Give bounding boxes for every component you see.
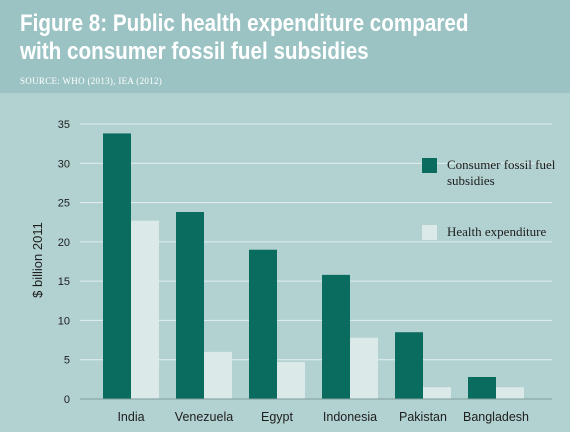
figure-source: SOURCE: WHO (2013), IEA (2012)	[20, 76, 163, 86]
health-expenditure-bar	[350, 337, 378, 399]
x-tick-label: Indonesia	[323, 410, 377, 424]
fossil-subsidy-bar	[249, 249, 277, 399]
fossil-subsidy-bar	[468, 377, 496, 399]
y-tick-label: 0	[64, 394, 70, 406]
legend-label-fossil: Consumer fossil fuel subsidies	[447, 157, 556, 188]
y-axis-label: $ billion 2011	[30, 222, 45, 298]
axes: 0 5 10 15 20 25 30 35 India Venezuela Egypt Indones…	[58, 119, 552, 424]
legend-label-health: Health expenditure	[447, 224, 547, 239]
x-tick-label: Egypt	[261, 410, 293, 424]
health-expenditure-bar	[496, 387, 524, 399]
fossil-subsidy-bar	[395, 332, 423, 399]
x-tick-label: India	[117, 410, 144, 424]
x-tick-label: Bangladesh	[463, 410, 529, 424]
x-tick-label: Venezuela	[175, 410, 233, 424]
legend-swatch-fossil	[422, 158, 437, 173]
health-expenditure-bar	[131, 220, 159, 399]
figure-title: Figure 8: Public health expenditure comp…	[20, 10, 469, 65]
fossil-subsidy-bar	[103, 133, 131, 399]
bars	[103, 133, 524, 399]
y-tick-label: 15	[58, 276, 70, 288]
y-tick-label: 10	[58, 315, 70, 327]
y-tick-label: 25	[58, 198, 70, 210]
x-tick-label: Pakistan	[399, 410, 447, 424]
bar-chart: 0 5 10 15 20 25 30 35 India Venezuela Egypt Indones…	[30, 119, 552, 424]
health-expenditure-bar	[204, 351, 232, 399]
y-tick-label: 30	[58, 158, 70, 170]
y-tick-label: 20	[58, 237, 70, 249]
fossil-subsidy-bar	[322, 274, 350, 399]
y-tick-label: 35	[58, 119, 70, 131]
figure-header: Figure 8: Public health expenditure comp…	[0, 0, 570, 92]
health-expenditure-bar	[423, 387, 451, 399]
y-tick-label: 5	[64, 355, 70, 367]
legend-swatch-health	[422, 225, 437, 240]
health-expenditure-bar	[277, 362, 305, 399]
fossil-subsidy-bar	[176, 212, 204, 399]
